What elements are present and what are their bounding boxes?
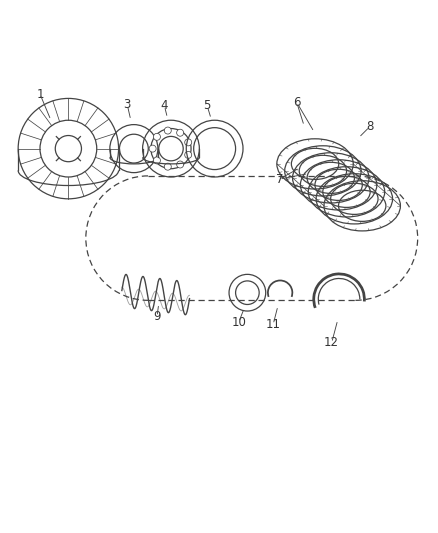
Circle shape	[177, 129, 184, 136]
Circle shape	[185, 139, 192, 146]
Text: 10: 10	[231, 316, 246, 329]
Circle shape	[185, 151, 192, 158]
Text: 6: 6	[293, 96, 300, 109]
Circle shape	[164, 163, 171, 170]
Text: 9: 9	[153, 310, 161, 323]
Text: 11: 11	[265, 318, 281, 331]
Circle shape	[177, 161, 184, 168]
Circle shape	[153, 157, 160, 164]
Text: 4: 4	[161, 99, 168, 112]
Text: 3: 3	[124, 99, 131, 111]
Circle shape	[149, 145, 156, 152]
Text: 12: 12	[324, 336, 339, 350]
Text: 7: 7	[276, 173, 283, 185]
Text: 1: 1	[36, 87, 44, 101]
Text: 5: 5	[204, 99, 211, 112]
Text: 8: 8	[366, 120, 373, 133]
Circle shape	[164, 127, 171, 134]
Circle shape	[153, 133, 160, 140]
